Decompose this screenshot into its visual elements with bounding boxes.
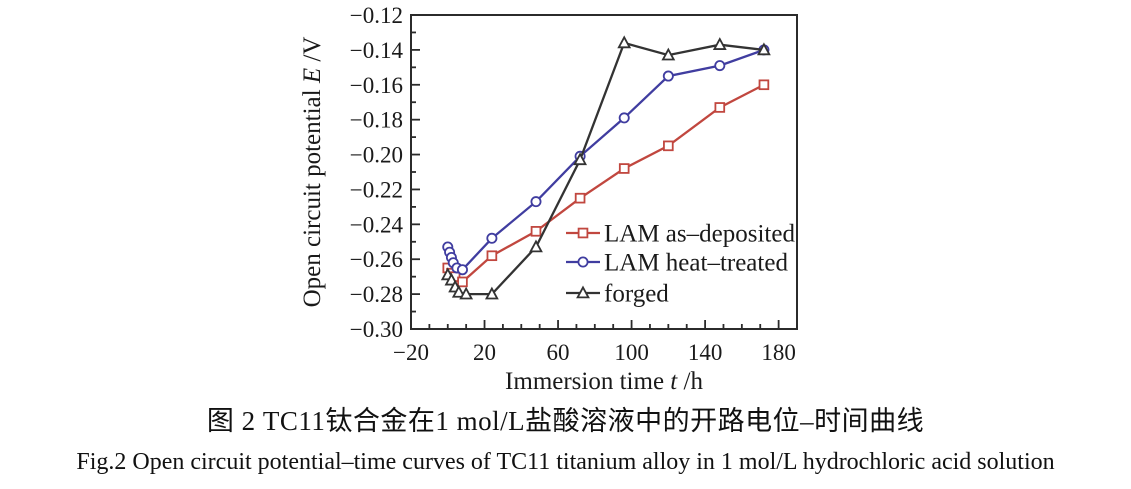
y-axis-title: Open circuit potential E /V xyxy=(299,37,326,308)
y-tick-label: −0.28 xyxy=(350,282,403,307)
y-tick-label: −0.26 xyxy=(350,247,403,272)
x-tick-label: 140 xyxy=(688,340,723,365)
legend-label: LAM heat–treated xyxy=(604,250,788,277)
legend-item-forged: forged xyxy=(566,281,669,308)
y-tick-label: −0.16 xyxy=(350,73,403,98)
x-tick-label: −20 xyxy=(393,340,429,365)
legend-item-lam-heat-treated: LAM heat–treated xyxy=(566,250,788,277)
y-tick-label: −0.14 xyxy=(350,38,404,63)
y-tick-label: −0.20 xyxy=(350,143,403,168)
caption-chinese: 图 2 TC11钛合金在1 mol/L盐酸溶液中的开路电位–时间曲线 xyxy=(206,406,925,436)
x-tick-label: 60 xyxy=(547,340,570,365)
x-tick-label: 100 xyxy=(614,340,649,365)
y-tick-label: −0.24 xyxy=(350,212,404,237)
legend-item-lam-as-deposited: LAM as–deposited xyxy=(566,221,795,248)
legend-label: LAM as–deposited xyxy=(604,221,795,248)
y-tick-label: −0.12 xyxy=(350,3,403,28)
caption-english: Fig.2 Open circuit potential–time curves… xyxy=(76,449,1055,475)
ocp-time-chart: −20 20 60 100 140 180 −0.30 −0.28 −0.26 −0.24 −0.2… xyxy=(299,3,798,395)
y-tick-label: −0.30 xyxy=(350,317,403,342)
axis-ticks xyxy=(410,14,798,330)
y-tick-label: −0.18 xyxy=(350,108,403,133)
x-tick-label: 180 xyxy=(761,340,796,365)
series-forged xyxy=(440,35,771,300)
legend-label: forged xyxy=(604,281,669,308)
y-tick-label: −0.22 xyxy=(350,177,403,202)
x-tick-label: 20 xyxy=(473,340,496,365)
x-axis-title: Immersion time t /h xyxy=(505,368,703,395)
